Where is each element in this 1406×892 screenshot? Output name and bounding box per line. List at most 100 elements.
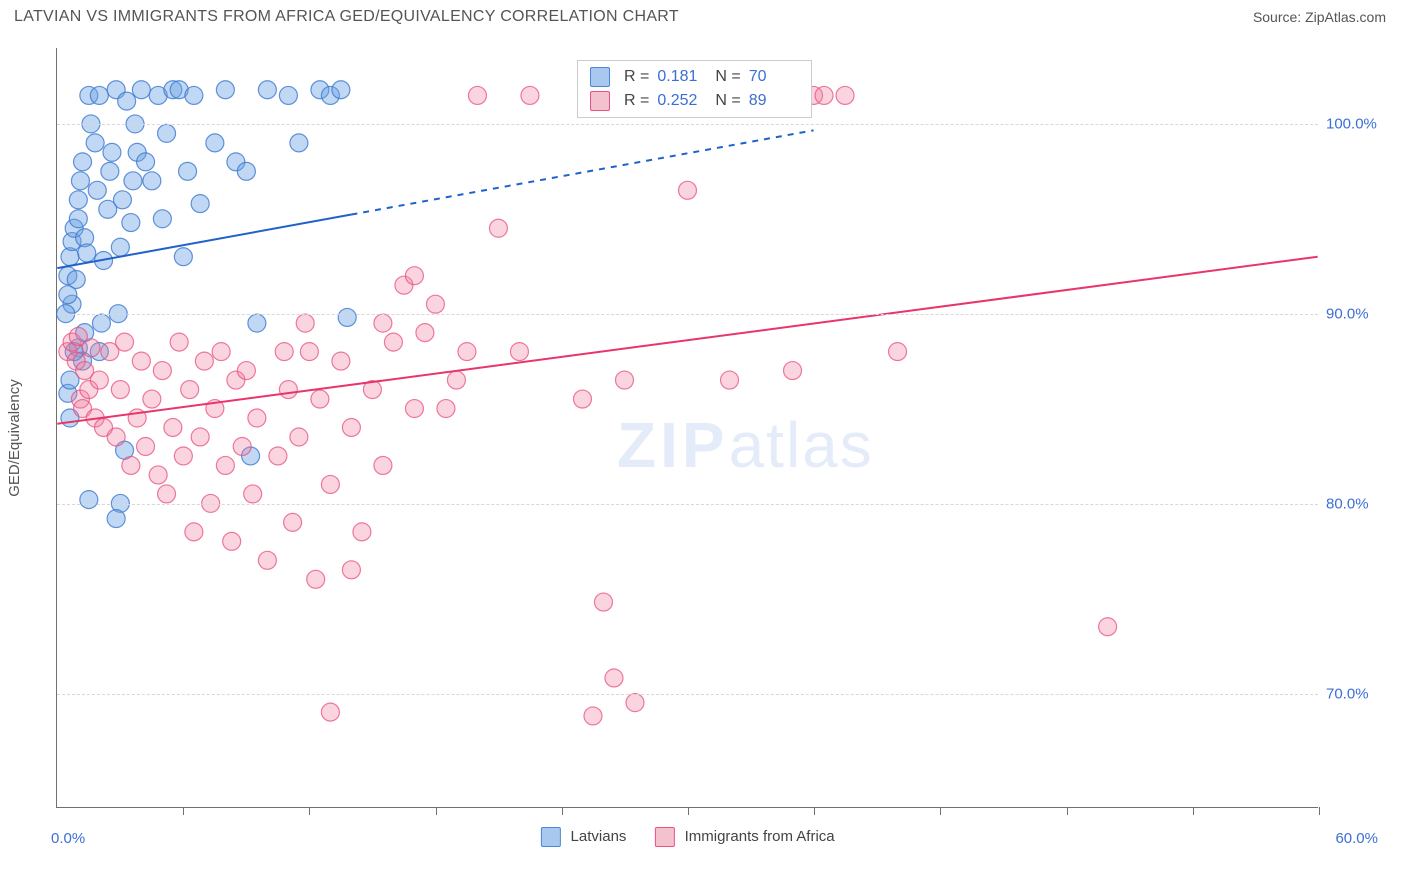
scatter-point: [185, 523, 203, 541]
gridline-h: [57, 504, 1318, 505]
y-tick-label: 70.0%: [1326, 686, 1390, 703]
x-tick: [1319, 807, 1320, 815]
x-tick: [940, 807, 941, 815]
scatter-point: [244, 485, 262, 503]
scatter-point: [191, 195, 209, 213]
legend-item-series1: Latvians: [540, 827, 626, 847]
scatter-point: [107, 428, 125, 446]
scatter-point: [82, 339, 100, 357]
scatter-point: [279, 381, 297, 399]
swatch-series1: [540, 827, 560, 847]
scatter-point: [332, 81, 350, 99]
scatter-point: [103, 143, 121, 161]
scatter-point: [195, 352, 213, 370]
scatter-point: [191, 428, 209, 446]
legend-label-series1: Latvians: [571, 828, 627, 845]
scatter-point: [342, 561, 360, 579]
y-tick-label: 90.0%: [1326, 306, 1390, 323]
source-label: Source: ZipAtlas.com: [1253, 9, 1386, 25]
scatter-point: [86, 134, 104, 152]
scatter-point: [69, 210, 87, 228]
scatter-point: [321, 475, 339, 493]
scatter-point: [594, 593, 612, 611]
x-axis-end-label: 60.0%: [1335, 830, 1378, 847]
swatch-series1: [590, 67, 610, 87]
scatter-point: [836, 86, 854, 104]
scatter-point: [784, 362, 802, 380]
scatter-point: [92, 314, 110, 332]
y-axis-label: GED/Equivalency: [6, 379, 23, 497]
chart-title: LATVIAN VS IMMIGRANTS FROM AFRICA GED/EQ…: [14, 8, 679, 26]
n-label: N =: [715, 92, 740, 110]
scatter-point: [216, 456, 234, 474]
r-value-series1: 0.181: [657, 68, 707, 86]
x-tick: [688, 807, 689, 815]
scatter-point: [90, 86, 108, 104]
scatter-point: [137, 153, 155, 171]
scatter-point: [122, 456, 140, 474]
title-bar: LATVIAN VS IMMIGRANTS FROM AFRICA GED/EQ…: [0, 0, 1406, 30]
stat-row-series2: R = 0.252 N = 89: [578, 89, 811, 113]
scatter-point: [181, 381, 199, 399]
scatter-point: [69, 191, 87, 209]
stat-row-series1: R = 0.181 N = 70: [578, 65, 811, 89]
scatter-point: [237, 362, 255, 380]
trend-line: [57, 257, 1317, 424]
scatter-point: [158, 485, 176, 503]
scatter-point: [269, 447, 287, 465]
scatter-point: [353, 523, 371, 541]
scatter-point: [573, 390, 591, 408]
scatter-point: [321, 703, 339, 721]
x-tick: [436, 807, 437, 815]
x-tick: [183, 807, 184, 815]
n-value-series2: 89: [749, 92, 799, 110]
scatter-point: [143, 390, 161, 408]
scatter-point: [626, 694, 644, 712]
scatter-point: [405, 400, 423, 418]
scatter-point: [338, 308, 356, 326]
scatter-point: [468, 86, 486, 104]
y-tick-label: 80.0%: [1326, 496, 1390, 513]
scatter-point: [137, 437, 155, 455]
scatter-point: [111, 238, 129, 256]
scatter-point: [101, 162, 119, 180]
scatter-point: [248, 314, 266, 332]
scatter-point: [584, 707, 602, 725]
scatter-point: [71, 172, 89, 190]
swatch-series2: [590, 91, 610, 111]
n-value-series1: 70: [749, 68, 799, 86]
x-tick: [309, 807, 310, 815]
scatter-point: [212, 343, 230, 361]
scatter-point: [153, 210, 171, 228]
scatter-point: [233, 437, 251, 455]
n-label: N =: [715, 68, 740, 86]
scatter-point: [521, 86, 539, 104]
scatter-point: [447, 371, 465, 389]
scatter-point: [721, 371, 739, 389]
scatter-point: [605, 669, 623, 687]
r-value-series2: 0.252: [657, 92, 707, 110]
scatter-point: [290, 134, 308, 152]
scatter-point: [237, 162, 255, 180]
scatter-point: [489, 219, 507, 237]
scatter-point: [185, 86, 203, 104]
scatter-point: [332, 352, 350, 370]
scatter-point: [405, 267, 423, 285]
scatter-point: [132, 81, 150, 99]
scatter-point: [153, 362, 171, 380]
scatter-point: [1099, 618, 1117, 636]
scatter-point: [164, 419, 182, 437]
scatter-point: [296, 314, 314, 332]
plot-area: ZIPatlas R = 0.181 N = 70 R = 0.252 N = …: [56, 48, 1318, 808]
correlation-stat-box: R = 0.181 N = 70 R = 0.252 N = 89: [577, 60, 812, 118]
scatter-point: [59, 286, 77, 304]
gridline-h: [57, 124, 1318, 125]
x-tick: [1193, 807, 1194, 815]
x-axis-start-label: 0.0%: [51, 830, 85, 847]
x-tick: [814, 807, 815, 815]
r-label: R =: [624, 92, 649, 110]
r-label: R =: [624, 68, 649, 86]
scatter-point: [143, 172, 161, 190]
scatter-point: [300, 343, 318, 361]
scatter-point: [88, 181, 106, 199]
